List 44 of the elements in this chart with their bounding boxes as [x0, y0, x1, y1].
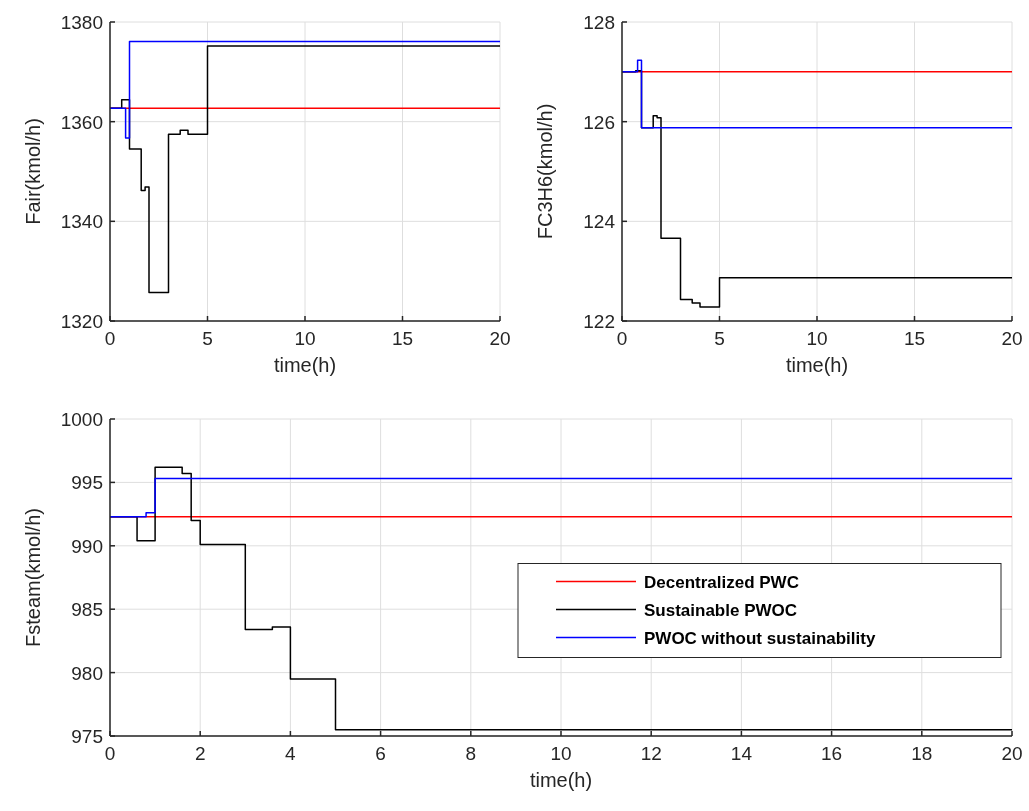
x-tick-label: 16 [821, 743, 843, 764]
y-tick-label: 980 [71, 662, 103, 684]
y-tick-label: 975 [71, 726, 103, 747]
x-tick-label: 5 [714, 328, 725, 349]
x-tick-label: 15 [391, 328, 414, 349]
legend-label: Sustainable PWOC [644, 600, 798, 620]
x-axis-title: time(h) [785, 354, 849, 376]
x-tick-label: 20 [489, 328, 511, 349]
y-tick-label: 124 [583, 211, 616, 233]
x-tick-label: 20 [1001, 743, 1023, 764]
y-tick-label: 122 [583, 311, 615, 332]
legend-label: PWOC without sustainability [644, 628, 876, 648]
x-tick-label: 4 [285, 743, 297, 764]
y-tick-label: 1320 [60, 311, 103, 332]
y-axis-title: FC3H6(kmol/h) [534, 103, 556, 240]
y-axis-title: Fsteam(kmol/h) [22, 508, 44, 647]
x-tick-label: 0 [104, 328, 116, 349]
x-tick-label: 20 [1001, 328, 1023, 349]
x-tick-label: 15 [903, 328, 926, 349]
y-tick-label: 128 [583, 12, 615, 33]
x-axis-title: time(h) [273, 354, 337, 376]
y-tick-label: 1360 [60, 111, 103, 133]
legend-label: Decentralized PWC [644, 572, 799, 592]
y-tick-label: 1380 [60, 12, 103, 33]
y-tick-label: 990 [71, 535, 103, 557]
x-tick-label: 12 [640, 743, 662, 764]
x-tick-label: 6 [375, 743, 386, 764]
x-tick-label: 18 [911, 743, 933, 764]
x-tick-label: 5 [202, 328, 213, 349]
x-tick-label: 2 [194, 743, 206, 764]
x-axis-title: time(h) [529, 769, 593, 791]
x-tick-label: 10 [294, 328, 316, 349]
y-axis-title: Fair(kmol/h) [22, 118, 44, 225]
y-tick-label: 995 [71, 472, 103, 494]
y-tick-label: 1340 [60, 211, 103, 233]
x-tick-label: 0 [616, 328, 628, 349]
y-tick-label: 985 [71, 599, 103, 621]
x-tick-label: 10 [806, 328, 828, 349]
y-tick-label: 1000 [60, 409, 103, 430]
x-tick-label: 8 [465, 743, 477, 764]
y-tick-label: 126 [583, 111, 615, 133]
x-tick-label: 14 [730, 743, 753, 764]
x-tick-label: 0 [104, 743, 116, 764]
x-tick-label: 10 [550, 743, 572, 764]
